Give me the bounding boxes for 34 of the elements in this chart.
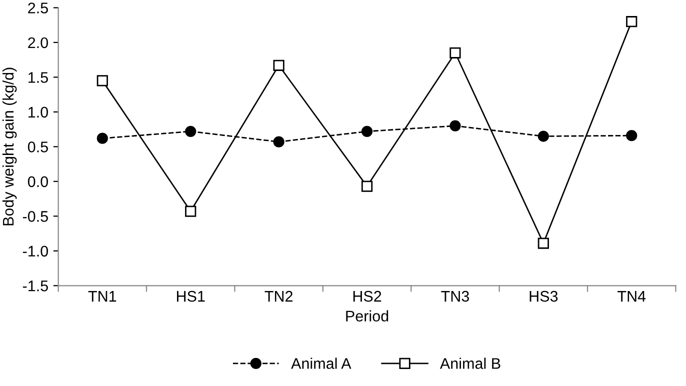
x-tick-label: TN2 xyxy=(264,290,292,302)
y-tick-label: -0.5 xyxy=(22,211,48,222)
x-axis-title: Period xyxy=(346,310,388,322)
point xyxy=(626,130,638,142)
y-tick-label: 2.0 xyxy=(28,37,48,48)
x-tick-label: HS1 xyxy=(177,290,205,302)
y-tick-label: 1.5 xyxy=(28,72,48,83)
point xyxy=(185,126,196,137)
y-tick-label: 0.5 xyxy=(28,142,48,152)
point xyxy=(361,180,373,192)
x-tick-label: TN3 xyxy=(441,290,469,302)
legend-label: Animal A xyxy=(291,358,352,369)
y-tick-label: 2.5 xyxy=(28,2,48,14)
point xyxy=(96,132,108,144)
y-tick-label: -1.5 xyxy=(22,280,48,292)
point xyxy=(450,120,461,132)
point xyxy=(538,238,549,249)
point xyxy=(626,16,638,28)
point xyxy=(273,60,284,71)
point xyxy=(450,47,461,58)
x-tick-label: TN4 xyxy=(618,291,646,302)
point xyxy=(273,136,284,148)
x-tick-label: HS3 xyxy=(530,290,558,302)
point xyxy=(96,75,108,86)
y-tick-label: -1.0 xyxy=(22,246,48,257)
y-tick-label: 0.0 xyxy=(28,176,48,188)
point xyxy=(361,126,373,137)
x-tick-label: HS2 xyxy=(353,290,382,302)
y-tick-label: 1.0 xyxy=(28,106,48,118)
point xyxy=(538,130,549,142)
legend-label: Animal B xyxy=(440,358,500,369)
y-axis-title: Body weight gain (kg/d) xyxy=(2,68,17,226)
point xyxy=(185,206,196,217)
x-tick-label: TN1 xyxy=(88,291,116,302)
